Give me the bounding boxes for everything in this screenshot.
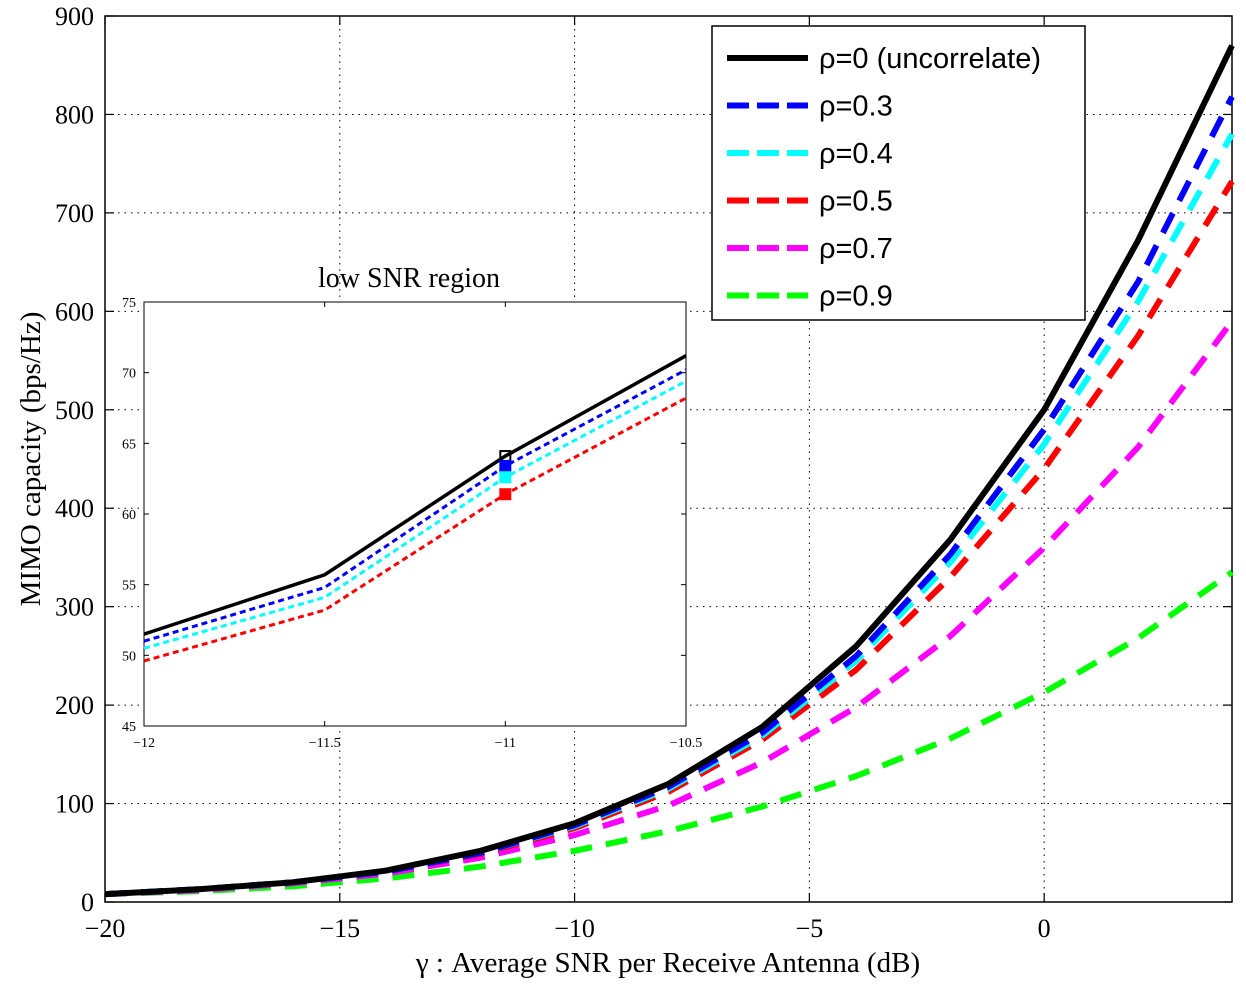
- inset-series-line: [143, 379, 687, 650]
- y-tick-label: 200: [55, 691, 94, 720]
- y-tick-label: 700: [55, 199, 94, 228]
- y-tick-label: 900: [55, 2, 94, 31]
- inset-series-line: [143, 354, 687, 636]
- inset-y-tick-label: 65: [122, 437, 136, 452]
- legend: ρ=0 (uncorrelate) ρ=0.3 ρ=0.4 ρ=0.5 ρ=0.7 ρ=0…: [711, 25, 1086, 321]
- legend-label: ρ=0.4: [819, 138, 893, 170]
- inset-y-tick-label: 70: [122, 367, 136, 382]
- inset-y-ticks: 45 50 55 60 65 70 75: [122, 296, 686, 735]
- main-series-group: [104, 44, 1235, 898]
- y-tick-label: 600: [55, 297, 94, 326]
- y-tick-label: 400: [55, 494, 94, 523]
- inset-title: low SNR region: [318, 263, 500, 294]
- legend-label: ρ=0.3: [819, 91, 893, 123]
- legend-label: ρ=0.7: [819, 233, 893, 265]
- x-tick-label: 0: [1038, 914, 1051, 943]
- legend-label: ρ=0.5: [819, 186, 893, 218]
- y-tick-label: 300: [55, 593, 94, 622]
- inset-y-tick-label: 75: [122, 296, 136, 311]
- inset-x-tick-label: −12: [133, 736, 155, 751]
- inset-y-tick-label: 50: [122, 649, 136, 664]
- inset-y-tick-label: 55: [122, 579, 136, 594]
- inset-chart: low SNR region −12 −11.5 −11 −10.5 45 50 55 60…: [122, 263, 702, 751]
- x-tick-label: −20: [85, 914, 126, 943]
- inset-marker: [499, 471, 512, 484]
- x-tick-label: −10: [554, 914, 595, 943]
- y-tick-label: 800: [55, 100, 94, 129]
- legend-label: ρ=0 (uncorrelate): [819, 43, 1041, 75]
- inset-x-tick-label: −11.5: [309, 736, 341, 751]
- inset-series-line: [143, 368, 687, 643]
- x-tick-label: −5: [796, 914, 824, 943]
- inset-x-tick-label: −10.5: [670, 736, 702, 751]
- inset-y-tick-label: 45: [122, 720, 136, 735]
- inset-x-tick-label: −11: [495, 736, 516, 751]
- inset-x-ticks: −12 −11.5 −11 −10.5: [133, 302, 702, 751]
- series-line: [104, 44, 1235, 898]
- inset-y-tick-label: 60: [122, 508, 136, 523]
- y-axis-label: MIMO capacity (bps/Hz): [15, 312, 47, 607]
- legend-box: [711, 25, 1086, 321]
- inset-marker: [499, 459, 512, 472]
- main-x-ticks: −20 −15 −10 −5 0: [85, 16, 1051, 943]
- inset-series-group: [143, 354, 687, 663]
- legend-label: ρ=0.9: [819, 281, 893, 313]
- inset-marker: [499, 488, 512, 501]
- y-tick-label: 500: [55, 396, 94, 425]
- y-tick-label: 0: [81, 888, 94, 917]
- x-axis-label: γ : Average SNR per Receive Antenna (dB): [415, 947, 920, 979]
- y-tick-label: 100: [55, 790, 94, 819]
- inset-series-line: [143, 396, 687, 663]
- main-y-ticks: 0 100 200 300 400 500 600 700 800 900: [55, 2, 1232, 917]
- x-tick-label: −15: [319, 914, 360, 943]
